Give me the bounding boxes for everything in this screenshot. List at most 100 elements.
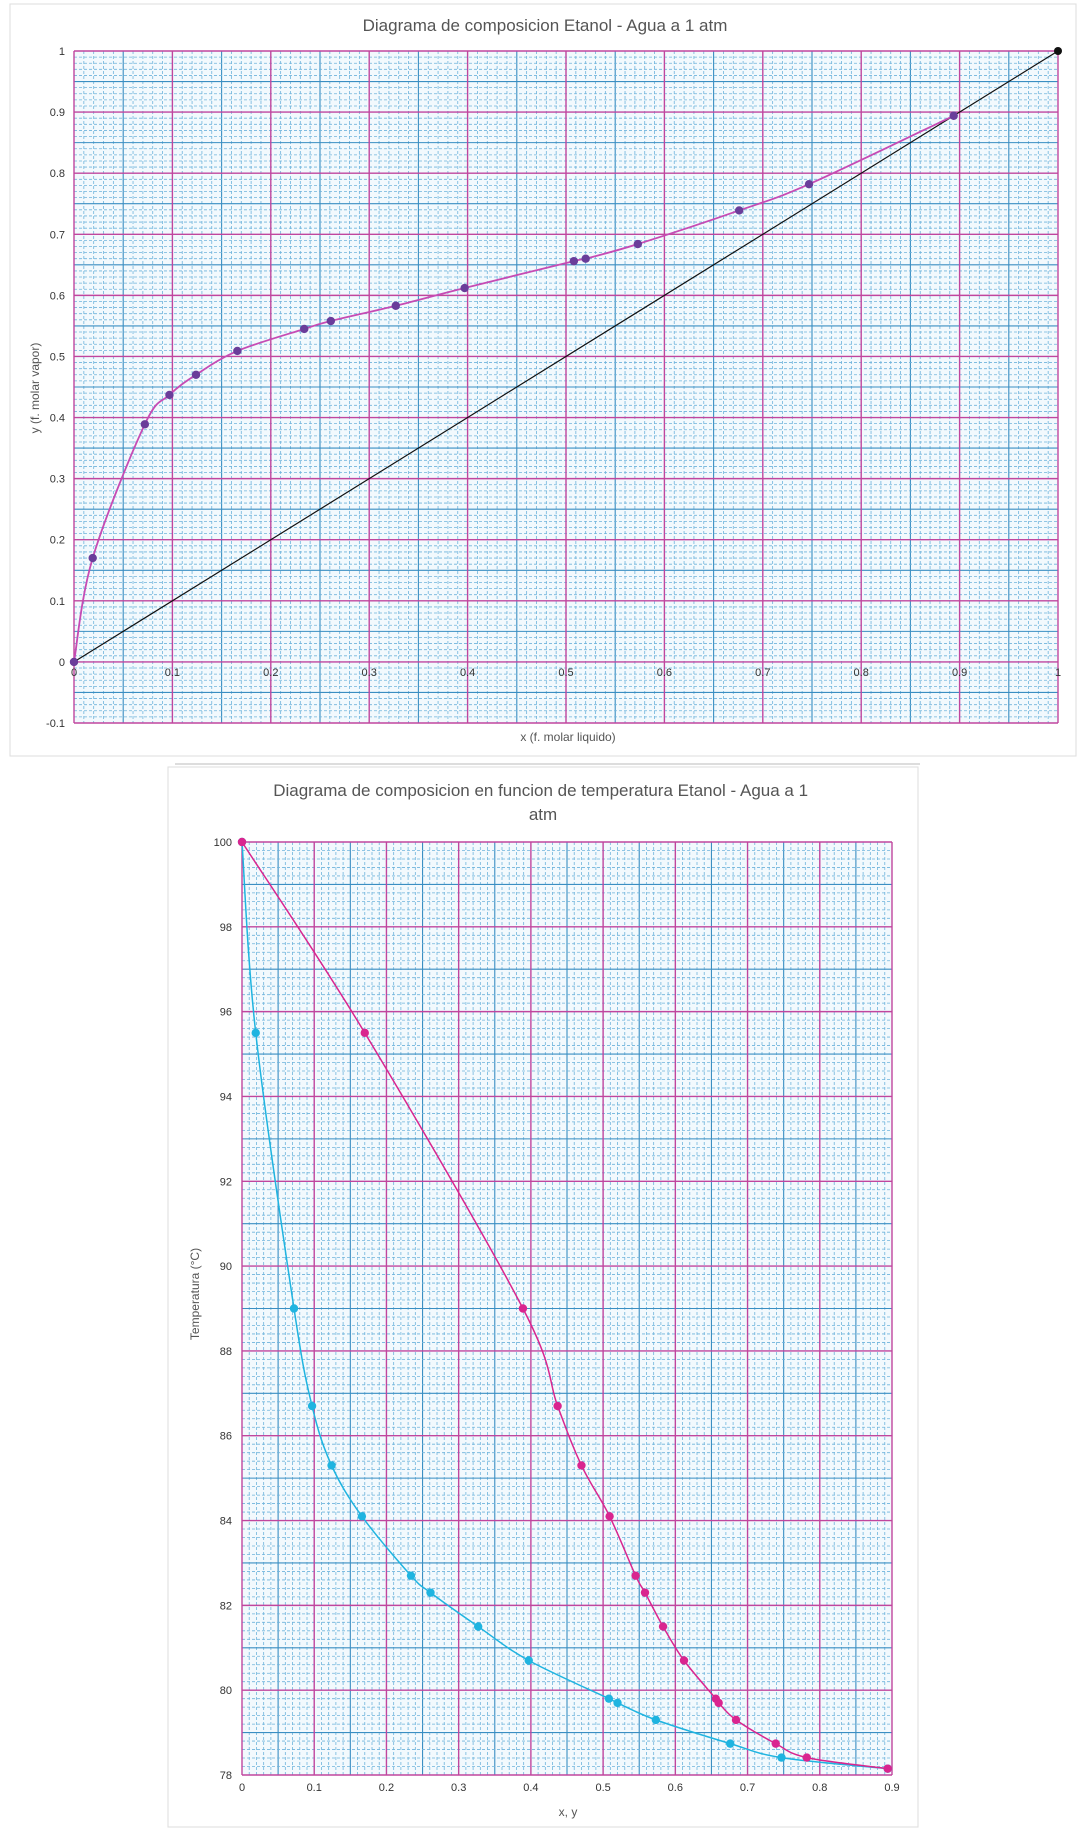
x-tick-label: 0.4 [460,667,475,679]
equilibrium-point [88,553,97,563]
y-tick-label: 0 [59,657,65,669]
diagonal-point [1054,47,1062,55]
dew-point [605,1512,614,1521]
equilibrium-point [569,256,579,266]
x-tick-label: 0.1 [307,1782,322,1794]
dew-point [640,1588,650,1597]
bubble-point-curve [241,841,888,1770]
chart2-tick-labels: 0 0.1 0.2 0.3 0.4 0.5 0.6 0.7 0.8 0.9 78 80 82 84 86 88… [214,837,900,1794]
equilibrium-point [391,301,400,310]
chart2-series [237,837,892,1773]
equilibrium-point [633,239,643,249]
dew-point [714,1698,723,1708]
dew-point [631,1571,640,1580]
equilibrium-point [804,179,814,189]
y-tick-label: 0.3 [50,474,65,486]
dew-point [518,1304,528,1313]
dew-point [711,1694,720,1703]
x-tick-label: 0.4 [523,1782,538,1794]
y-tick-label: 96 [220,1007,232,1019]
y-tick-label: 98 [220,922,232,934]
equilibrium-point [191,370,201,379]
x-tick-label: 0.9 [952,667,967,679]
chart2-x-axis-label: x, y [559,1805,578,1819]
xy-composition-chart: Diagrama de composicion Etanol - Agua a … [9,3,1077,757]
chart2-title-line1: Diagrama de composicion en funcion de te… [273,781,808,800]
equilibrium-point [734,206,744,215]
x-tick-label: 0.6 [657,667,672,679]
x-tick-label: 0.7 [740,1782,755,1794]
equilibrium-point [326,316,336,326]
equilibrium-point [949,111,958,120]
dew-point [553,1401,562,1411]
y-tick-label: -0.1 [46,718,65,730]
equilibrium-point [233,346,242,356]
y-tick-label: 0.4 [50,413,65,425]
bubble-point [651,1715,661,1725]
bubble-point [726,1739,735,1748]
x-tick-label: 0.5 [558,667,573,679]
x-tick-label: 1 [1055,667,1061,679]
chart2-grid [241,841,893,1776]
dew-point [731,1715,741,1725]
bubble-point [289,1304,299,1313]
bubble-point [307,1401,317,1411]
y-tick-label: 0.9 [50,107,65,119]
y-tick-label: 92 [220,1176,232,1188]
chart2-y-axis-label: Temperatura (°C) [188,1248,202,1340]
x-tick-label: 0.6 [668,1782,683,1794]
bubble-point [327,1461,336,1470]
y-tick-label: 0.8 [50,168,65,180]
bubble-point [613,1698,622,1708]
chart2-title-line2: atm [529,805,557,824]
y-tick-label: 78 [220,1770,232,1782]
dew-point [883,1764,892,1773]
plot-area [242,842,892,1775]
bubble-point [237,837,247,847]
dew-point [577,1461,586,1470]
y-tick-label: 80 [220,1685,232,1697]
chart1-grid [73,50,1059,724]
equilibrium-point [165,390,174,400]
y-tick-label: 0.7 [50,229,65,241]
y-tick-label: 1 [59,46,65,58]
diagonal-line [73,50,1059,663]
y-tick-label: 90 [220,1261,232,1273]
dew-point [237,837,247,847]
x-tick-label: 0.5 [595,1782,610,1794]
y-tick-label: 100 [214,837,232,849]
dew-point [360,1028,369,1038]
chart1-title: Diagrama de composicion Etanol - Agua a … [363,16,728,35]
equilibrium-curve [73,114,955,663]
y-tick-label: 86 [220,1431,232,1443]
chart1-y-axis-label: y (f. molar vapor) [28,343,42,434]
x-tick-label: 0.8 [812,1782,827,1794]
bubble-point [251,1028,260,1038]
bubble-point [357,1512,367,1521]
bubble-point [406,1571,416,1580]
y-tick-label: 88 [220,1346,232,1358]
y-tick-label: 82 [220,1600,232,1612]
y-tick-label: 0.2 [50,535,65,547]
chart1-x-axis-label: x (f. molar liquido) [520,730,615,744]
bubble-point [524,1656,533,1665]
x-tick-label: 0.7 [755,667,770,679]
equilibrium-point [300,324,309,334]
chart2-frame [167,766,919,1828]
y-tick-label: 0.5 [50,351,65,363]
chart1-series [69,47,1062,667]
equilibrium-point [69,657,79,667]
equilibrium-point [460,283,469,293]
equilibrium-point [140,420,150,429]
chart2-title: Diagrama de composicion en funcion de te… [273,781,813,824]
x-tick-label: 0.3 [362,667,377,679]
dew-point [771,1739,780,1748]
equilibrium-point [581,254,590,263]
bubble-point [426,1588,435,1597]
y-tick-label: 0.1 [50,596,65,608]
x-tick-label: 0.2 [263,667,278,679]
bubble-point [777,1753,786,1762]
bubble-point [473,1622,483,1631]
x-tick-label: 0.1 [165,667,180,679]
dew-point [802,1753,811,1762]
